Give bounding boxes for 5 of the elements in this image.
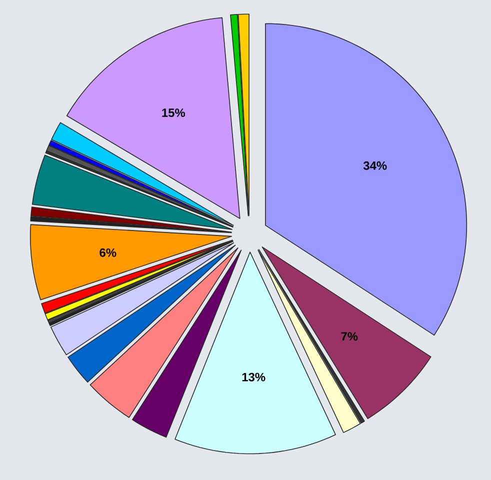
data-label: 13% bbox=[242, 372, 266, 382]
data-label: 6% bbox=[100, 248, 116, 257]
data-label: 34% bbox=[363, 161, 387, 170]
data-label: 7% bbox=[341, 332, 358, 341]
data-label: 15% bbox=[162, 108, 186, 117]
